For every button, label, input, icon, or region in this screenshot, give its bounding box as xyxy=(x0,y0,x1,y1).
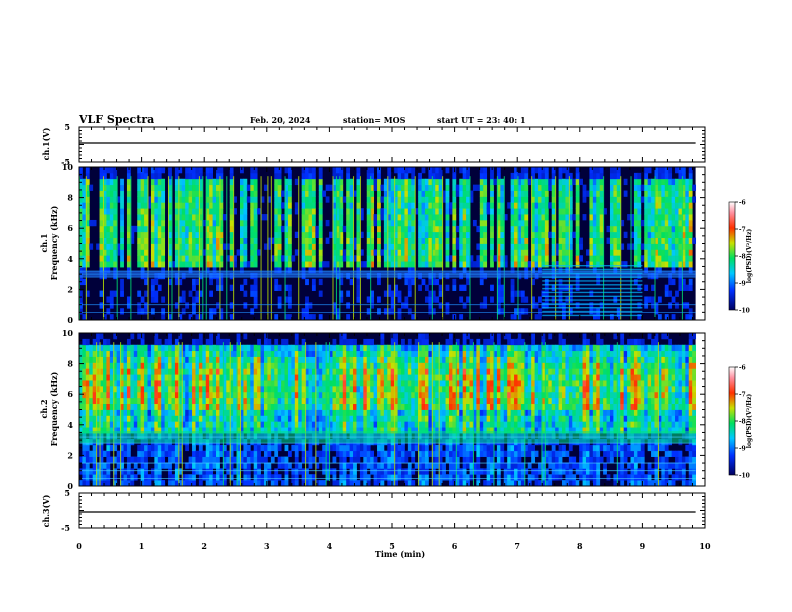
ch2-colorbar-label: log(PSD)(V²/Hz) xyxy=(746,394,753,449)
colorbar-tick-label: -10 xyxy=(739,308,750,315)
colorbar-tick-label: -10 xyxy=(739,473,750,480)
freq-tick-label: 0 xyxy=(67,315,73,325)
freq-tick-label: 8 xyxy=(67,359,73,369)
volt-tick-label: 5 xyxy=(64,122,70,132)
freq-tick-label: 2 xyxy=(67,284,73,294)
x-tick-label: 2 xyxy=(201,541,207,551)
ch2-colorbar xyxy=(728,366,736,476)
x-tick-label: 7 xyxy=(514,541,520,551)
volt-tick-label: 5 xyxy=(64,488,70,498)
ch1-frequency-axis-label: ch.1Frequency (kHz) xyxy=(39,205,59,280)
freq-tick-label: 4 xyxy=(67,420,73,430)
x-tick-label: 0 xyxy=(76,541,82,551)
volt-tick-label: -5 xyxy=(61,157,70,167)
ch3-voltage-panel xyxy=(79,493,705,528)
x-tick-label: 9 xyxy=(640,541,646,551)
ch2-spectrogram xyxy=(79,333,705,487)
freq-tick-label: 0 xyxy=(67,481,73,491)
ch1-voltage-panel xyxy=(79,127,705,162)
freq-tick-label: 6 xyxy=(67,389,73,399)
colorbar-tick-label: -8 xyxy=(739,254,746,261)
freq-tick-label: 8 xyxy=(67,193,73,203)
axis-tick-labels: 0 1 2 3 4 5 6 7 8 9 10 0 2 4 6 8 10 0 2 4 6 8 10 5 -5 5 -5 -6 -7 -8 -9… xyxy=(61,122,750,551)
colorbar-tick-label: -6 xyxy=(739,365,746,372)
x-tick-label: 1 xyxy=(139,541,145,551)
x-tick-label: 6 xyxy=(452,541,458,551)
x-axis-label: Time (min) xyxy=(375,549,425,559)
ch1-colorbar xyxy=(728,201,736,311)
x-tick-label: 4 xyxy=(327,541,333,551)
axis-ticks xyxy=(78,126,706,529)
start-time-label: start UT = 23: 40: 1 xyxy=(437,115,526,125)
freq-tick-label: 6 xyxy=(67,223,73,233)
colorbar-tick-label: -8 xyxy=(739,419,746,426)
colorbar-tick-label: -6 xyxy=(739,200,746,207)
x-tick-label: 3 xyxy=(264,541,270,551)
colorbar-tick-label: -7 xyxy=(739,392,746,399)
x-tick-label: 10 xyxy=(699,541,711,551)
colorbar-tick-label: -9 xyxy=(739,281,746,288)
x-tick-label: 8 xyxy=(577,541,583,551)
freq-tick-label: 4 xyxy=(67,254,73,264)
ch3-voltage-axis-label: ch.3(V) xyxy=(41,494,51,527)
ch1-spectrogram xyxy=(79,167,705,321)
x-tick-label: 5 xyxy=(389,541,395,551)
station-label: station= MOS xyxy=(343,115,406,125)
ch1-voltage-axis-label: ch.1(V) xyxy=(41,127,51,160)
freq-tick-label: 10 xyxy=(62,328,74,338)
figure-title: VLF Spectra xyxy=(79,113,155,126)
volt-tick-label: -5 xyxy=(61,523,70,533)
freq-tick-label: 2 xyxy=(67,450,73,460)
freq-tick-label: 10 xyxy=(62,162,74,172)
colorbar-tick-label: -9 xyxy=(739,446,746,453)
date-label: Feb. 20, 2024 xyxy=(250,115,311,125)
ch2-frequency-axis-label: ch.2Frequency (kHz) xyxy=(39,371,59,446)
ch1-colorbar-label: log(PSD)(V²/Hz) xyxy=(746,229,753,284)
colorbar-tick-label: -7 xyxy=(739,227,746,234)
